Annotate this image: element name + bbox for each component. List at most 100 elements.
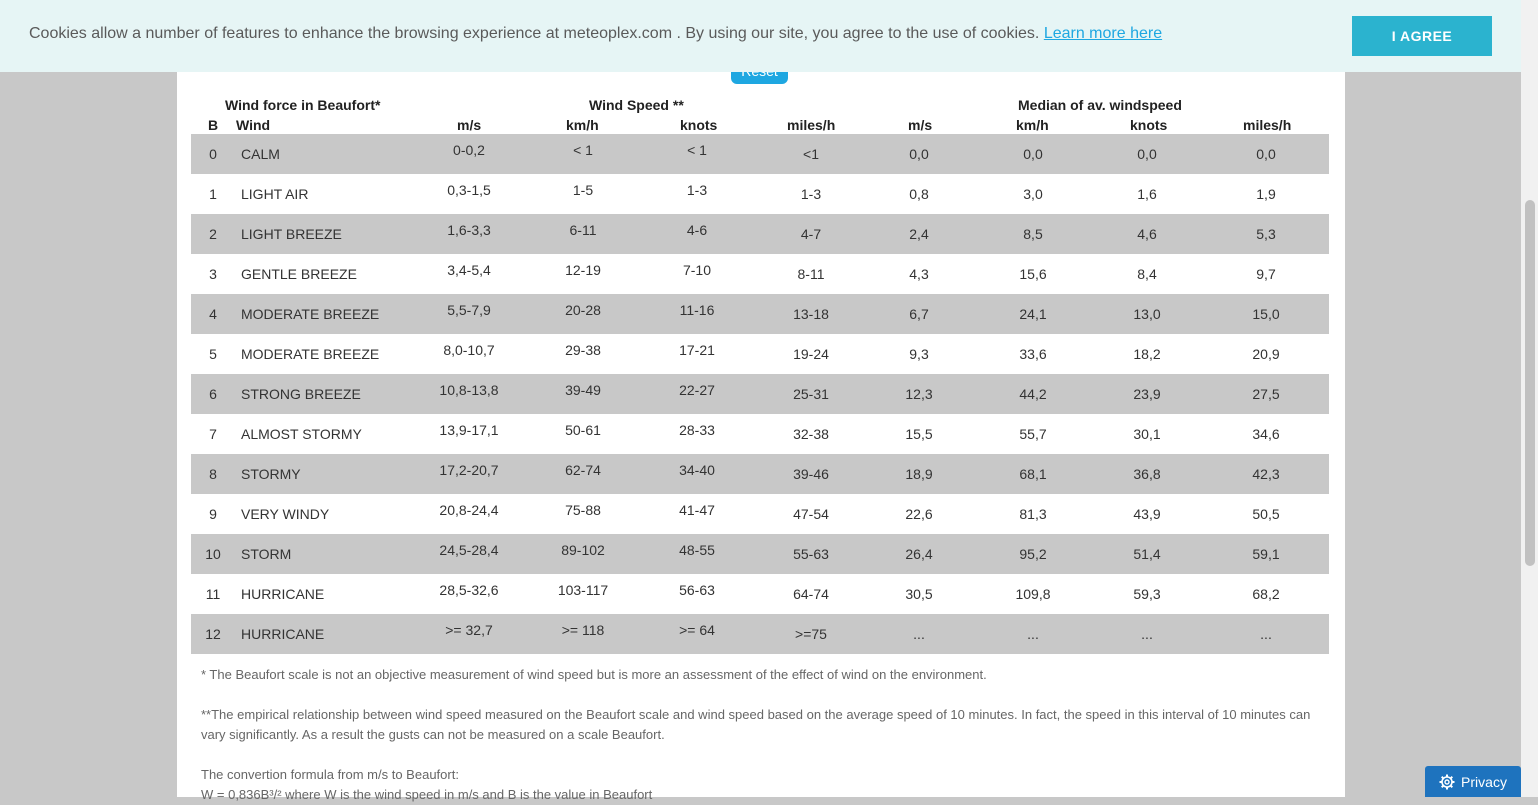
cell-b: 8	[209, 466, 217, 482]
cell-kmh: 39-49	[565, 382, 601, 398]
cell-med-ms: 0,0	[909, 146, 929, 162]
cell-wind: HURRICANE	[241, 626, 325, 642]
col-header-median-mph: miles/h	[1243, 117, 1292, 133]
table-row: 9 VERY WINDY 20,8-24,4 75-88 41-47 47-54 22,6 8…	[191, 494, 1329, 534]
cell-kn: 56-63	[679, 582, 715, 598]
cookie-message: Cookies allow a number of features to en…	[29, 25, 1162, 43]
cell-med-ms: 6,7	[909, 306, 929, 322]
cell-med-kmh: 24,1	[1019, 306, 1047, 322]
cell-ms: 0,3-1,5	[447, 182, 491, 198]
cell-med-ms: 18,9	[905, 466, 933, 482]
table-row: 11 HURRICANE 28,5-32,6 103-117 56-63 64-74 30,…	[191, 574, 1329, 614]
cell-med-mph: ...	[1260, 626, 1272, 642]
cell-wind: ALMOST STORMY	[241, 426, 362, 442]
cell-kn: 1-3	[686, 182, 708, 198]
cell-b: 9	[209, 506, 217, 522]
cell-ms: 5,5-7,9	[447, 302, 491, 318]
table-row: 12 HURRICANE >= 32,7 >= 118 >= 64 >=75.......…	[191, 614, 1329, 654]
formula-text: W = 0,836B³/² where W is the wind speed …	[201, 787, 653, 802]
col-header-b: B	[208, 117, 219, 133]
cell-ms: >= 32,7	[445, 622, 493, 638]
agree-button[interactable]: I AGREE	[1352, 16, 1492, 56]
cell-med-mph: 27,5	[1252, 386, 1280, 402]
cell-med-ms: 0,8	[909, 186, 929, 202]
cell-wind: STORMY	[241, 466, 301, 482]
cell-ms: 17,2-20,7	[439, 462, 499, 478]
cell-med-kn: 59,3	[1133, 586, 1161, 602]
cell-kmh: 103-117	[557, 582, 609, 598]
cell-med-kn: 43,9	[1133, 506, 1161, 522]
scrollbar[interactable]	[1521, 0, 1538, 797]
cell-kn: 41-47	[679, 502, 715, 518]
cell-med-mph: 1,9	[1256, 186, 1276, 202]
cell-ms: 13,9-17,1	[439, 422, 499, 438]
table-row: 7 ALMOST STORMY 13,9-17,1 50-61 28-33 32-38 15…	[191, 414, 1329, 454]
col-header-median-kmh: km/h	[1016, 117, 1049, 133]
table-row: 10 STORM 24,5-28,4 89-102 48-55 55-63 26,4 95,2…	[191, 534, 1329, 574]
cookie-text: Cookies allow a number of features to en…	[29, 25, 1040, 42]
cell-med-mph: 34,6	[1252, 426, 1280, 442]
cell-med-kmh: 15,6	[1019, 266, 1047, 282]
header-group-median: Median of av. windspeed	[1018, 97, 1182, 113]
cell-med-kmh: 8,5	[1023, 226, 1043, 242]
table-row: 0 CALM 0-0,2 < 1 < 1 <1 0,0 0,0 0,0 0,0	[191, 134, 1329, 174]
cell-ms: 3,4-5,4	[447, 262, 491, 278]
cell-ms: 10,8-13,8	[439, 382, 499, 398]
cell-med-ms: 4,3	[909, 266, 929, 282]
col-header-ms: m/s	[457, 117, 482, 133]
cell-med-kmh: 81,3	[1019, 506, 1047, 522]
cell-med-kn: 23,9	[1133, 386, 1161, 402]
cell-med-ms: 2,4	[909, 226, 929, 242]
cell-ms: 28,5-32,6	[439, 582, 499, 598]
cell-med-mph: 0,0	[1256, 146, 1276, 162]
table-row: 1 LIGHT AIR 0,3-1,5 1-5 1-3 1-3 0,8 3,0 1,6 1,9	[191, 174, 1329, 214]
cell-med-ms: 26,4	[905, 546, 933, 562]
cell-kmh: 6-11	[569, 222, 597, 238]
cookie-banner: Cookies allow a number of features to en…	[0, 0, 1521, 72]
learn-more-link[interactable]: Learn more here	[1043, 25, 1163, 42]
cell-wind: MODERATE BREEZE	[241, 306, 380, 322]
col-header-median-ms: m/s	[908, 117, 933, 133]
cell-med-kmh: 68,1	[1019, 466, 1047, 482]
cell-med-kn: 18,2	[1133, 346, 1161, 362]
cell-b: 3	[209, 266, 217, 282]
cell-kn: 48-55	[679, 542, 715, 558]
table-row: 2 LIGHT BREEZE 1,6-3,3 6-11 4-6 4-7 2,4 8,5 4,6 5…	[191, 214, 1329, 254]
privacy-button[interactable]: Privacy	[1425, 766, 1521, 797]
cell-mph: 13-18	[793, 306, 829, 322]
cell-b: 6	[209, 386, 217, 402]
footnote-wind-speed: **The empirical relationship between win…	[201, 707, 1311, 742]
cell-med-ms: 12,3	[905, 386, 933, 402]
cell-mph: <1	[803, 146, 819, 162]
cell-med-kmh: 33,6	[1019, 346, 1047, 362]
col-header-mph: miles/h	[787, 117, 836, 133]
cell-ms: 0-0,2	[453, 142, 485, 158]
cell-ms: 1,6-3,3	[447, 222, 491, 238]
cell-mph: 8-11	[797, 266, 825, 282]
scrollbar-thumb[interactable]	[1525, 200, 1535, 566]
cell-ms: 8,0-10,7	[443, 342, 495, 358]
cell-wind: GENTLE BREEZE	[241, 266, 357, 282]
col-header-knots: knots	[680, 117, 718, 133]
table-row: 6 STRONG BREEZE 10,8-13,8 39-49 22-27 25-31 12…	[191, 374, 1329, 414]
cell-kmh: 12-19	[565, 262, 601, 278]
cell-med-mph: 50,5	[1252, 506, 1280, 522]
table-row: 3 GENTLE BREEZE 3,4-5,4 12-19 7-10 8-11 4,3 15,…	[191, 254, 1329, 294]
table-row: 8 STORMY 17,2-20,7 62-74 34-40 39-46 18,9 68,1 3…	[191, 454, 1329, 494]
footnotes: * The Beaufort scale is not an objective…	[201, 665, 1311, 805]
cell-med-kmh: 44,2	[1019, 386, 1047, 402]
cell-kn: 28-33	[679, 422, 715, 438]
cell-med-mph: 15,0	[1252, 306, 1280, 322]
cell-wind: STRONG BREEZE	[241, 386, 361, 402]
cell-med-mph: 59,1	[1252, 546, 1280, 562]
cell-kn: 34-40	[679, 462, 715, 478]
cell-b: 10	[205, 546, 221, 562]
col-header-wind: Wind	[236, 117, 271, 133]
cell-med-kn: 8,4	[1137, 266, 1157, 282]
cell-mph: 4-7	[800, 226, 822, 242]
cell-kmh: 89-102	[561, 542, 605, 558]
cell-wind: CALM	[241, 146, 280, 162]
cell-mph: 64-74	[793, 586, 829, 602]
cell-med-ms: 30,5	[905, 586, 933, 602]
cell-b: 11	[205, 586, 221, 602]
